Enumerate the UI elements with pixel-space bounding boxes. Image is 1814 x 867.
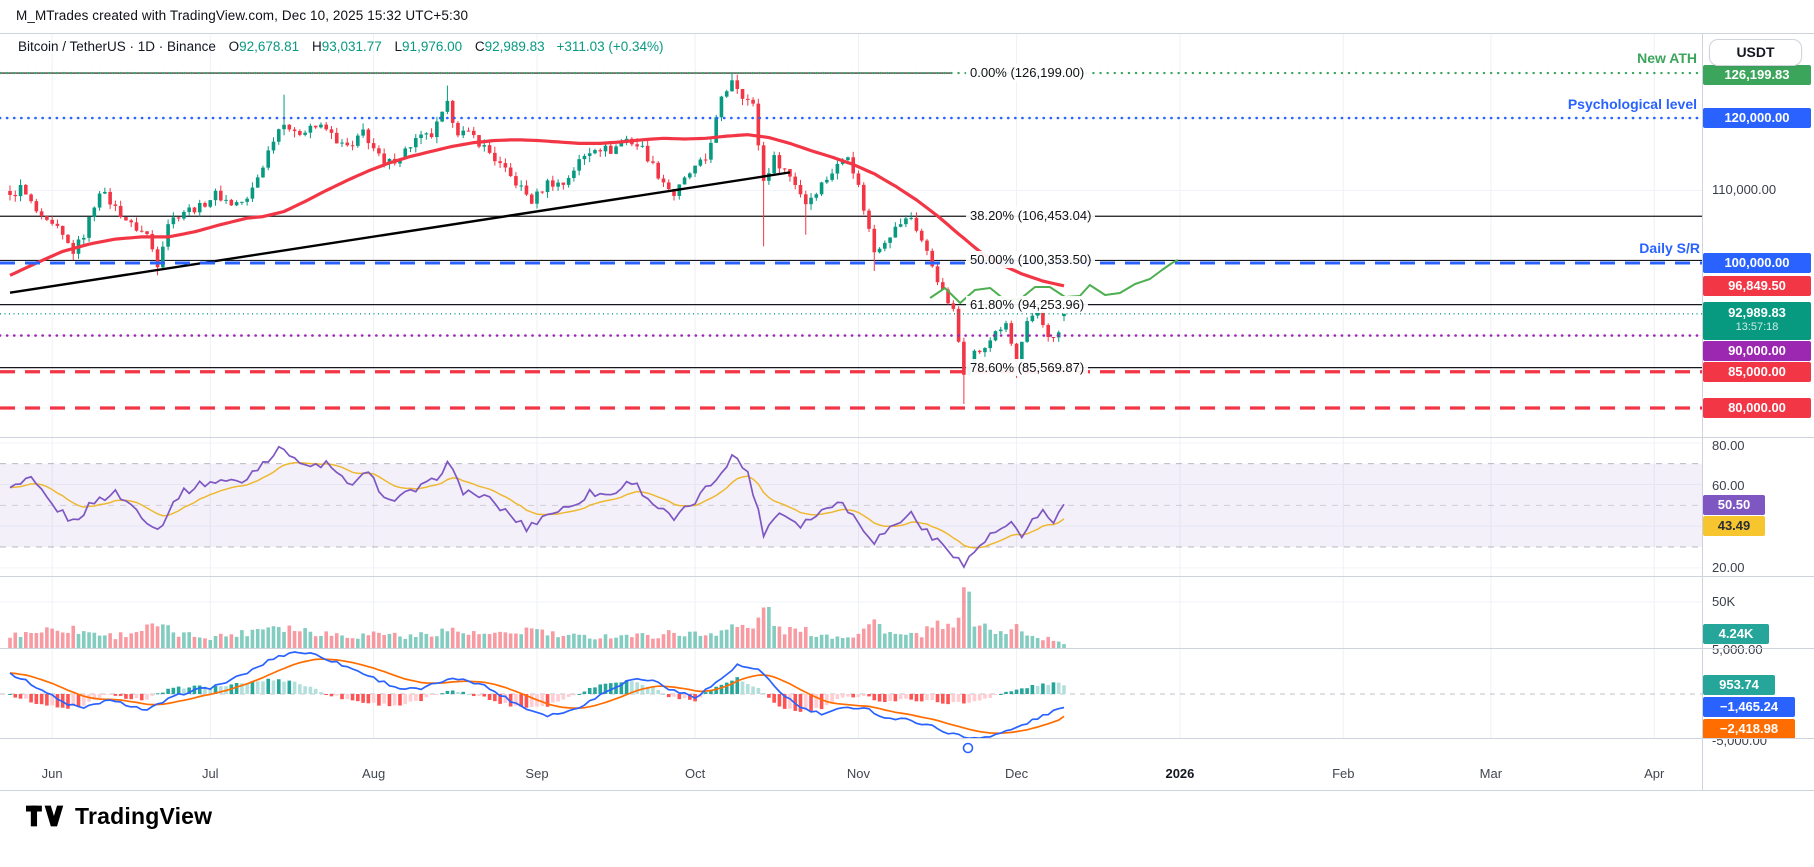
macd-panel-separator[interactable] [0,648,1814,649]
price-axis-badge: 85,000.00 [1703,362,1811,382]
price-axis-badge: 120,000.00 [1703,108,1811,128]
rsi-panel [0,445,1702,569]
price-axis-badge: 100,000.00 [1703,253,1811,273]
tradingview-logo-icon [26,805,64,827]
trendline [9,171,791,294]
rsi-line [9,445,1065,569]
drawing-anchor-point [962,742,974,754]
time-axis-label-sep: Sep [525,766,549,781]
time-axis-label-apr: Apr [1644,766,1665,781]
macd-signal-line [9,658,1065,735]
rsi-axis-label: 20.00 [1712,560,1745,575]
macd-axis-badge: −2,418.98 [1703,719,1795,739]
time-axis-label-oct: Oct [684,766,706,781]
rsi-axis-badge: 43.49 [1703,516,1765,536]
macd-axis-badge: −1,465.24 [1703,697,1795,717]
gridlines [0,33,1702,738]
price-axis-badge: 126,199.83 [1703,65,1811,85]
time-axis-label-jul: Jul [201,766,219,781]
rsi-axis-badge: 50.50 [1703,495,1765,515]
price-axis-badge: 92,989.83 13:57:18 [1703,302,1811,340]
projection-wave [929,259,1179,304]
currency-toggle-button[interactable]: USDT [1709,39,1802,66]
tradingview-logo[interactable]: TradingView [26,801,212,831]
rsi-ma-line [9,461,1065,549]
time-axis-label-jun: Jun [41,766,63,781]
tradingview-logo-text: TradingView [75,802,213,829]
chart-top-border [0,33,1814,34]
time-axis-separator [0,738,1814,739]
chart-bottom-border [0,790,1814,791]
time-axis-label-aug: Aug [362,766,386,781]
price-chart-canvas[interactable] [0,0,1702,790]
rsi-panel-separator[interactable] [0,437,1814,438]
price-axis-badge: 90,000.00 [1703,341,1811,361]
price-axis-label: 110,000.00 [1712,182,1777,197]
price-axis-badge: 96,849.50 [1703,276,1811,296]
macd-panel [0,651,1702,738]
time-axis-label-feb: Feb [1332,766,1355,781]
price-axis-separator[interactable] [1702,33,1703,790]
countdown-timer: 13:57:18 [1735,321,1779,333]
attribution-text: M_MTrades created with TradingView.com, … [16,8,469,23]
macd-axis-label: 5,000.00 [1712,642,1763,657]
time-axis-label-2026: 2026 [1165,766,1195,781]
time-axis-label-nov: Nov [846,766,871,781]
macd-axis-badge: 953.74 [1703,675,1775,695]
candlestick-series [8,73,1066,404]
volume-series [8,587,1066,648]
volume-axis-label: 50K [1712,594,1736,609]
price-axis-badge: 80,000.00 [1703,398,1811,418]
volume-panel-separator[interactable] [0,576,1814,577]
volume-axis-badge: 4.24K [1703,624,1769,644]
rsi-axis-label: 80.00 [1712,438,1745,453]
chart-svg[interactable] [0,0,1702,790]
rsi-axis-label: 60.00 [1712,478,1745,493]
time-axis-label-dec: Dec [1005,766,1029,781]
red-ma-line [9,133,1065,288]
macd-line [9,651,1065,738]
time-axis-label-mar: Mar [1479,766,1503,781]
